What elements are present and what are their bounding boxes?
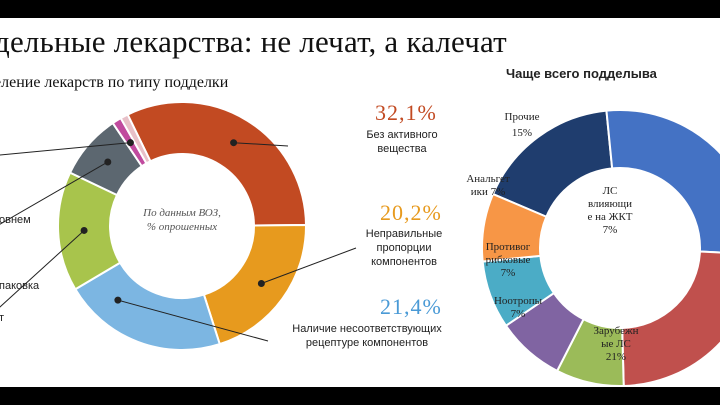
pct-wrong-components: 21,4%: [380, 294, 442, 319]
left-slice-6: [119, 113, 152, 165]
pct-no-active: 32,1%: [375, 100, 437, 125]
left-leader-dot-2: [114, 296, 122, 304]
left-leader-line-1: [261, 247, 357, 284]
headline: дельные лекарства: не лечат, а калечат: [0, 24, 507, 59]
pct-wrong-proportions: 20,2%: [380, 200, 442, 225]
right-label-5-line-3: 7%: [603, 224, 618, 236]
left-leader-line-3: [0, 230, 85, 308]
left-partial-label-3: т: [0, 312, 5, 324]
right-slice-6: [481, 192, 548, 263]
left-partial-label-1: овнем: [0, 214, 31, 226]
right-label-2-line-2: 21%: [606, 351, 626, 363]
left-leader-dot-1: [257, 279, 265, 287]
cap-no-active: Без активного вещества: [366, 129, 438, 155]
left-leader-dot-0: [230, 139, 238, 147]
cap-wrong-proportions: Неправильные пропорции компонентов: [365, 228, 443, 268]
left-leader-line-0: [233, 142, 289, 147]
right-label-3-line-1: 7%: [511, 308, 526, 320]
right-label-4-line-0: Противог: [486, 241, 531, 253]
right-slice-2: [621, 250, 720, 387]
left-partial-label-2: паковка: [0, 280, 40, 292]
right-label-5-line-1: влияющи: [588, 198, 632, 210]
right-label-4-line-1: рибковые: [486, 254, 531, 266]
left-leader-dot-3: [80, 226, 88, 234]
left-donut-chart: По данным ВОЗ, % опрошенных: [0, 101, 357, 351]
left-center-line1: По данным ВОЗ,: [142, 207, 221, 219]
right-label-2-line-1: ые ЛС: [601, 338, 631, 350]
right-partial-label: п: [707, 90, 713, 102]
right-label-5-line-0: ЛС: [603, 185, 618, 197]
infographic-canvas: дельные лекарства: не лечат, а калечат е…: [0, 18, 720, 387]
right-label-prochie-value: 15%: [512, 127, 532, 139]
left-center-line2: % опрошенных: [147, 221, 217, 233]
left-slice-0: [126, 101, 308, 227]
right-chart-title: Чаще всего подделыва: [506, 66, 657, 81]
right-slice-1: [605, 109, 720, 254]
left-chart-title: еление лекарств по типу подделки: [0, 74, 229, 91]
cap-wrong-components: Наличие несоответствующих рецептуре комп…: [292, 323, 442, 349]
right-label-3-line-0: Ноотропы: [494, 295, 543, 307]
right-label-5-line-2: е на ЖКТ: [587, 211, 632, 223]
right-label-6-line-0: Анальгет: [466, 173, 510, 185]
right-label-2-line-0: Зарубежн: [594, 325, 639, 337]
right-label-prochie-name: Прочие: [505, 111, 540, 123]
right-label-4-line-2: 7%: [501, 267, 516, 279]
left-leader-dot-4: [104, 158, 112, 166]
left-leader-line-5: [0, 142, 131, 156]
right-label-6-line-1: ики 7%: [471, 186, 506, 198]
left-leader-line-4: [0, 161, 109, 225]
left-leader-dot-5: [126, 139, 134, 147]
left-leader-line-2: [117, 299, 269, 342]
